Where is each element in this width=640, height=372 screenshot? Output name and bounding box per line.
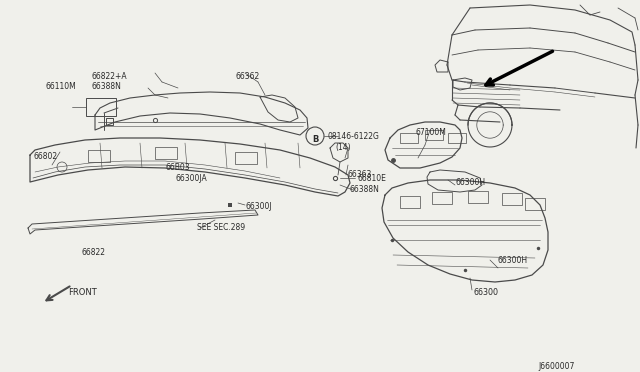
Text: 66363: 66363	[348, 170, 372, 179]
Text: B: B	[312, 135, 318, 144]
Bar	[155, 147, 177, 159]
Text: 66300: 66300	[473, 288, 498, 297]
Text: 66300JA: 66300JA	[175, 174, 207, 183]
Text: 66822+A: 66822+A	[92, 72, 127, 81]
Text: 66388N: 66388N	[92, 82, 122, 91]
Bar	[400, 133, 418, 143]
Text: 66388N: 66388N	[350, 185, 380, 194]
Text: 66300H: 66300H	[498, 256, 528, 265]
Bar	[502, 193, 522, 205]
Bar	[448, 133, 466, 143]
Text: (14): (14)	[335, 143, 351, 152]
Text: 66B03: 66B03	[165, 163, 189, 172]
Bar	[235, 152, 257, 164]
Text: 66362: 66362	[235, 72, 259, 81]
Text: FRONT: FRONT	[68, 288, 97, 297]
Text: 66810E: 66810E	[358, 174, 387, 183]
Bar	[432, 192, 452, 204]
Text: 66822: 66822	[82, 248, 106, 257]
Text: 67100M: 67100M	[415, 128, 446, 137]
Bar	[106, 118, 113, 125]
Bar	[88, 150, 110, 162]
Text: J6600007: J6600007	[539, 362, 575, 371]
Bar	[525, 198, 545, 210]
Text: 66300J: 66300J	[245, 202, 271, 211]
Bar	[86, 98, 116, 116]
Text: 66300H: 66300H	[455, 178, 485, 187]
Text: 66802: 66802	[33, 152, 57, 161]
Text: 66110M: 66110M	[45, 82, 76, 91]
Text: 08146-6122G: 08146-6122G	[328, 132, 380, 141]
Bar	[425, 130, 443, 140]
Bar	[468, 191, 488, 203]
Bar	[400, 196, 420, 208]
Text: SEE SEC.289: SEE SEC.289	[197, 223, 245, 232]
